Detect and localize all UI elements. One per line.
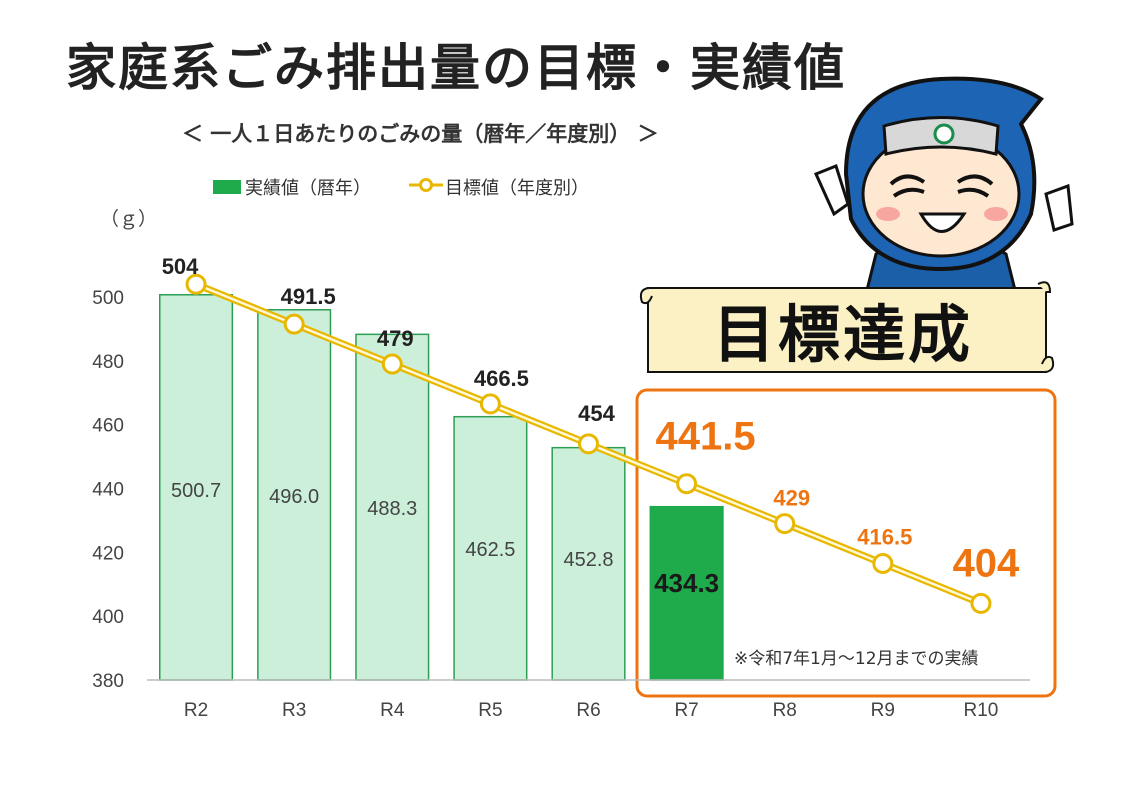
target-point-R7	[676, 473, 698, 495]
x-tick-label: R9	[871, 700, 895, 721]
footnote: ※令和7年1月～12月までの実績	[734, 649, 979, 669]
target-point-R6	[578, 433, 599, 455]
bar-R2	[159, 294, 234, 681]
target-label-R10: 404	[953, 541, 1020, 585]
y-tick-label: 460	[92, 416, 124, 437]
chart-subtitle: ＜ 一人１日あたりのごみの量（暦年／年度別） ＞	[182, 122, 659, 146]
legend-actual-label: 実績値（暦年）	[245, 178, 371, 199]
target-point-R3	[283, 313, 305, 335]
target-label-R3: 491.5	[281, 284, 336, 309]
target-point-R9	[872, 553, 894, 575]
bar-label-R5: 462.5	[465, 539, 515, 561]
target-highlight-box	[635, 388, 1057, 698]
target-point-R8	[774, 513, 796, 535]
target-point-R4	[381, 353, 403, 375]
x-tick-label: R8	[773, 700, 797, 721]
bar-R7	[649, 505, 724, 681]
target-label-R9: 416.5	[857, 525, 912, 550]
target-point-R2	[185, 273, 207, 295]
y-tick-label: 420	[92, 543, 124, 564]
page-title: 家庭系ごみ排出量の目標・実績値	[66, 39, 846, 97]
y-tick-label: 480	[92, 352, 124, 373]
bar-label-R7: 434.3	[654, 568, 719, 598]
x-tick-label: R3	[282, 700, 306, 721]
x-tick-label: R2	[184, 700, 208, 721]
target-label-R2: 504	[162, 254, 199, 279]
x-tick-label: R5	[478, 700, 502, 721]
legend-target-label: 目標値（年度別）	[445, 178, 589, 199]
ninja-mascot-icon	[813, 76, 1074, 294]
target-label-R5: 466.5	[474, 366, 529, 391]
bar-label-R3: 496.0	[269, 486, 319, 508]
target-label-R8: 429	[773, 486, 810, 511]
bar-label-R2: 500.7	[171, 480, 221, 502]
y-tick-label: 440	[92, 480, 124, 501]
bar-label-R6: 452.8	[563, 549, 613, 571]
bar-label-R4: 488.3	[367, 498, 417, 520]
bar-R5	[453, 415, 528, 681]
goal-badge-scroll	[639, 281, 1055, 373]
y-axis-unit: （ｇ）	[100, 208, 158, 230]
y-tick-label: 500	[92, 288, 124, 309]
legend-actual-swatch	[213, 180, 241, 194]
target-point-R10	[970, 592, 992, 614]
target-point-R5	[479, 393, 501, 415]
target-label-R6: 454	[578, 401, 615, 426]
target-label-R4: 479	[377, 326, 414, 351]
x-tick-label: R7	[674, 700, 698, 721]
target-label-R7: 441.5	[656, 415, 756, 459]
y-tick-label: 400	[92, 607, 124, 628]
x-tick-label: R10	[964, 700, 999, 721]
y-tick-label: 380	[92, 671, 124, 692]
legend-target-swatch	[409, 177, 443, 198]
x-tick-label: R4	[380, 700, 405, 721]
bar-R6	[551, 446, 626, 681]
x-tick-label: R6	[576, 700, 600, 721]
legend: 実績値（暦年） 目標値（年度別）	[213, 174, 589, 200]
goal-achieved-text: 目標達成	[712, 298, 973, 371]
bar-R3	[257, 309, 332, 681]
